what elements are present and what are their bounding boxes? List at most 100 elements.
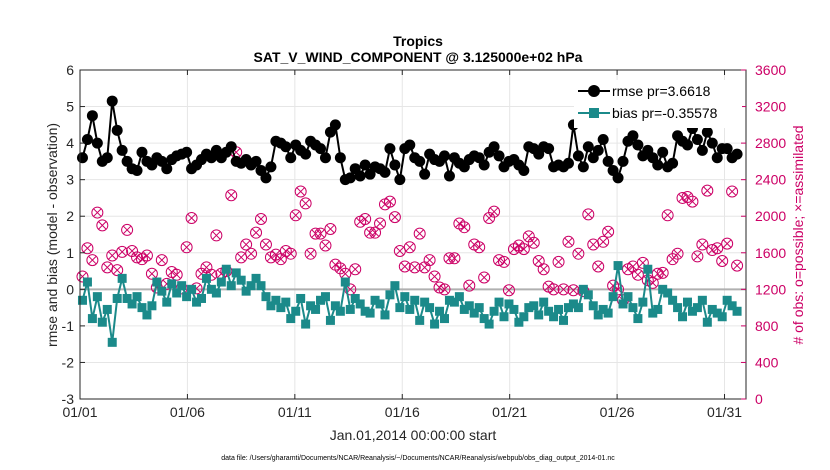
obs-assimilated-point bbox=[351, 265, 360, 274]
obs-possible-point bbox=[225, 189, 238, 202]
bias-point bbox=[400, 292, 410, 302]
rmse-point bbox=[136, 146, 148, 158]
obs-assimilated-point bbox=[326, 225, 335, 233]
rmse-point bbox=[562, 157, 574, 169]
obs-assimilated-point bbox=[356, 217, 365, 226]
bias-point bbox=[345, 304, 355, 314]
obs-possible-point bbox=[86, 254, 99, 267]
bias-point bbox=[618, 299, 628, 309]
bias-point bbox=[266, 301, 276, 311]
obs-assimilated-point bbox=[698, 240, 707, 249]
bias-point bbox=[707, 304, 717, 314]
obs-assimilated-point bbox=[514, 241, 523, 250]
rmse-point bbox=[443, 170, 455, 182]
bias-point bbox=[712, 308, 722, 318]
legend-rmse-marker bbox=[588, 85, 600, 97]
obs-possible-point bbox=[438, 283, 451, 296]
rmse-point bbox=[612, 172, 624, 184]
bias-point bbox=[201, 273, 211, 283]
obs-assimilated-point bbox=[604, 227, 613, 236]
bias-point bbox=[499, 312, 509, 322]
obs-assimilated-point bbox=[182, 243, 191, 252]
obs-possible-point bbox=[131, 251, 144, 264]
obs-possible-point bbox=[423, 254, 436, 267]
bias-point bbox=[608, 292, 618, 302]
rmse-point bbox=[106, 95, 118, 107]
y-tick-label: 0 bbox=[66, 281, 74, 297]
bias-point bbox=[325, 315, 335, 325]
obs-possible-point bbox=[493, 254, 506, 267]
obs-possible-point bbox=[463, 279, 476, 292]
obs-possible-point bbox=[706, 244, 719, 257]
bias-point bbox=[107, 337, 117, 347]
obs-possible-point bbox=[349, 263, 362, 276]
obs-possible-point bbox=[240, 238, 253, 251]
bias-point bbox=[514, 317, 524, 327]
bias-point bbox=[320, 292, 330, 302]
obs-assimilated-point bbox=[291, 211, 300, 220]
bias-point bbox=[216, 277, 226, 287]
obs-assimilated-point bbox=[564, 237, 573, 246]
obs-possible-point bbox=[671, 247, 684, 260]
chart-subtitle: SAT_V_WIND_COMPONENT @ 3.125000e+02 hPa bbox=[254, 49, 583, 65]
obs-assimilated-point bbox=[480, 273, 489, 282]
bias-point bbox=[494, 297, 504, 307]
y-right-tick-label: 3600 bbox=[755, 62, 786, 78]
bias-point bbox=[559, 315, 569, 325]
rmse-point bbox=[344, 172, 356, 184]
obs-possible-point bbox=[716, 255, 729, 268]
bias-point bbox=[430, 319, 440, 329]
obs-assimilated-point bbox=[113, 266, 122, 275]
bias-point bbox=[573, 303, 583, 313]
bias-point bbox=[578, 284, 588, 294]
obs-possible-point bbox=[527, 236, 540, 249]
obs-assimilated-point bbox=[276, 255, 285, 264]
obs-assimilated-point bbox=[450, 254, 459, 263]
bias-point bbox=[226, 281, 236, 291]
obs-possible-point bbox=[701, 184, 714, 197]
obs-possible-point bbox=[111, 264, 124, 277]
rmse-point bbox=[572, 150, 584, 162]
bias-point bbox=[454, 292, 464, 302]
bias-point bbox=[425, 303, 435, 313]
obs-assimilated-point bbox=[693, 252, 702, 261]
obs-assimilated-point bbox=[301, 199, 310, 208]
bias-point bbox=[663, 288, 673, 298]
obs-assimilated-point bbox=[172, 270, 181, 279]
obs-possible-point bbox=[721, 237, 734, 250]
obs-assimilated-point bbox=[574, 249, 583, 258]
rmse-point bbox=[225, 141, 237, 153]
obs-assimilated-point bbox=[653, 269, 662, 278]
obs-possible-point bbox=[547, 283, 560, 296]
bias-point bbox=[464, 301, 474, 311]
obs-assimilated-point bbox=[628, 262, 637, 271]
obs-assimilated-point bbox=[212, 231, 221, 240]
obs-assimilated-point bbox=[673, 249, 682, 258]
bias-point bbox=[509, 304, 519, 314]
rmse-point bbox=[691, 133, 703, 145]
bias-point bbox=[206, 284, 216, 294]
obs-possible-point bbox=[661, 209, 674, 222]
obs-assimilated-point bbox=[470, 240, 479, 249]
obs-possible-point bbox=[537, 263, 550, 276]
bias-point bbox=[439, 314, 449, 324]
bias-point bbox=[479, 314, 489, 324]
obs-assimilated-point bbox=[202, 263, 211, 272]
obs-assimilated-point bbox=[93, 208, 102, 217]
obs-possible-point bbox=[631, 268, 644, 281]
obs-possible-point bbox=[612, 283, 625, 296]
rmse-point bbox=[627, 130, 639, 142]
bias-point bbox=[276, 303, 286, 313]
rmse-point bbox=[404, 139, 416, 151]
obs-possible-point bbox=[299, 197, 312, 210]
rmse-point bbox=[101, 152, 113, 164]
obs-assimilated-point bbox=[296, 187, 305, 196]
obs-assimilated-point bbox=[658, 268, 667, 277]
bias-point bbox=[727, 301, 737, 311]
y-tick-label: -2 bbox=[62, 354, 75, 370]
rmse-point bbox=[592, 144, 604, 156]
bias-point bbox=[231, 268, 241, 278]
bias-point bbox=[142, 310, 152, 320]
bias-point bbox=[350, 293, 360, 303]
